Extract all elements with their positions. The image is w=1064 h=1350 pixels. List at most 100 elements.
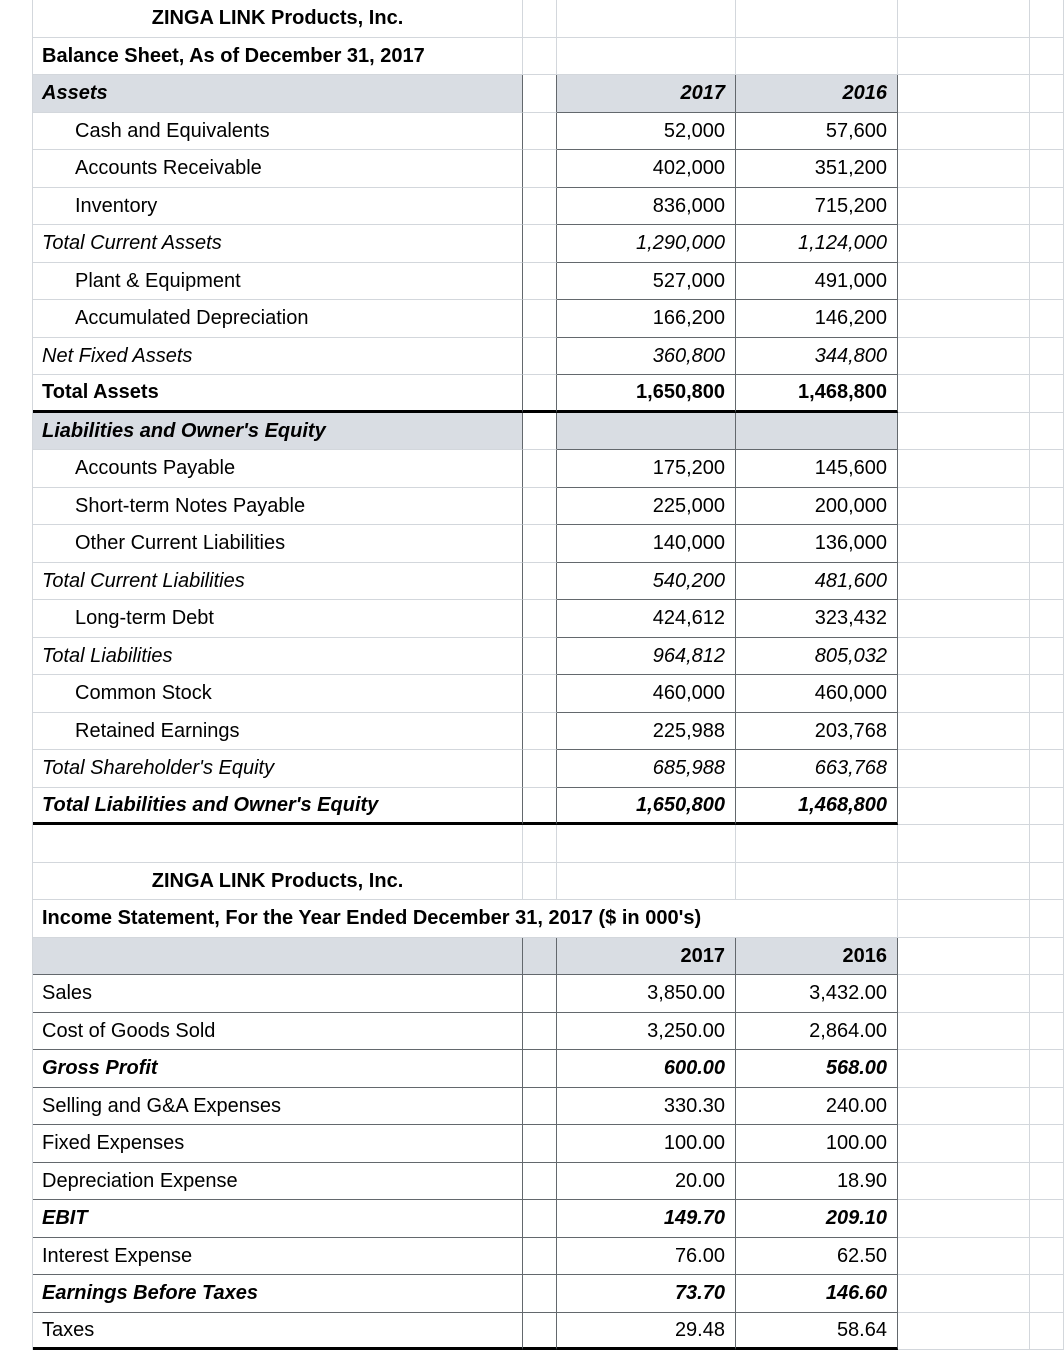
- cell-col-f[interactable]: [1030, 975, 1064, 1013]
- cell-col-f[interactable]: [1030, 900, 1064, 938]
- cell-col-e[interactable]: [898, 487, 1030, 525]
- cell-label[interactable]: Other Current Liabilities: [33, 525, 523, 563]
- cell-value-2017[interactable]: 2017: [557, 75, 736, 113]
- cell-value-2016[interactable]: 146.60: [736, 1275, 898, 1313]
- cell-spacer[interactable]: [523, 937, 557, 975]
- cell-value-2016[interactable]: [736, 412, 898, 450]
- cell-value-2016[interactable]: 460,000: [736, 675, 898, 713]
- cell-value-2017[interactable]: 2017: [557, 937, 736, 975]
- cell-value-2016[interactable]: [736, 37, 898, 75]
- cell-spacer[interactable]: [523, 1087, 557, 1125]
- cell-label[interactable]: EBIT: [33, 1200, 523, 1238]
- cell-col-e[interactable]: [898, 1162, 1030, 1200]
- cell-label[interactable]: [33, 937, 523, 975]
- cell-value-2017[interactable]: [557, 0, 736, 38]
- cell-row-gutter[interactable]: [0, 975, 33, 1013]
- cell-label[interactable]: Short-term Notes Payable: [33, 487, 523, 525]
- cell-col-e[interactable]: [898, 75, 1030, 113]
- cell-col-e[interactable]: [898, 750, 1030, 788]
- cell-value-2017[interactable]: 175,200: [557, 450, 736, 488]
- cell-col-f[interactable]: [1030, 1200, 1064, 1238]
- cell-value-2017[interactable]: 3,850.00: [557, 975, 736, 1013]
- cell-col-f[interactable]: [1030, 862, 1064, 900]
- cell-row-gutter[interactable]: [0, 187, 33, 225]
- cell-col-f[interactable]: [1030, 225, 1064, 263]
- cell-col-e[interactable]: [898, 1312, 1030, 1350]
- cell-value-2017[interactable]: [557, 862, 736, 900]
- cell-label[interactable]: Net Fixed Assets: [33, 337, 523, 375]
- cell-row-gutter[interactable]: [0, 1275, 33, 1313]
- cell-col-e[interactable]: [898, 150, 1030, 188]
- cell-spacer[interactable]: [523, 1162, 557, 1200]
- cell-col-f[interactable]: [1030, 825, 1064, 863]
- cell-value-2017[interactable]: 836,000: [557, 187, 736, 225]
- cell-row-gutter[interactable]: [0, 412, 33, 450]
- cell-row-gutter[interactable]: [0, 750, 33, 788]
- cell-row-gutter[interactable]: [0, 1125, 33, 1163]
- cell-label[interactable]: Earnings Before Taxes: [33, 1275, 523, 1313]
- cell-label[interactable]: Retained Earnings: [33, 712, 523, 750]
- cell-spacer[interactable]: [523, 300, 557, 338]
- cell-spacer[interactable]: [523, 787, 557, 825]
- cell-col-e[interactable]: [898, 337, 1030, 375]
- cell-col-f[interactable]: [1030, 562, 1064, 600]
- cell-value-2017[interactable]: 20.00: [557, 1162, 736, 1200]
- cell-label[interactable]: ZINGA LINK Products, Inc.: [33, 0, 523, 38]
- cell-col-e[interactable]: [898, 225, 1030, 263]
- cell-value-2016[interactable]: 200,000: [736, 487, 898, 525]
- cell-spacer[interactable]: [523, 337, 557, 375]
- cell-row-gutter[interactable]: [0, 225, 33, 263]
- cell-col-e[interactable]: [898, 562, 1030, 600]
- cell-row-gutter[interactable]: [0, 937, 33, 975]
- cell-value-2017[interactable]: 52,000: [557, 112, 736, 150]
- cell-row-gutter[interactable]: [0, 75, 33, 113]
- cell-spacer[interactable]: [523, 412, 557, 450]
- cell-col-f[interactable]: [1030, 1162, 1064, 1200]
- cell-col-f[interactable]: [1030, 450, 1064, 488]
- cell-col-e[interactable]: [898, 937, 1030, 975]
- cell-label[interactable]: Taxes: [33, 1312, 523, 1350]
- cell-col-f[interactable]: [1030, 1087, 1064, 1125]
- cell-value-2017[interactable]: 424,612: [557, 600, 736, 638]
- cell-spacer[interactable]: [523, 187, 557, 225]
- cell-label[interactable]: Inventory: [33, 187, 523, 225]
- cell-spacer[interactable]: [523, 750, 557, 788]
- cell-col-f[interactable]: [1030, 375, 1064, 413]
- cell-spacer[interactable]: [523, 1125, 557, 1163]
- cell-col-f[interactable]: [1030, 487, 1064, 525]
- cell-spacer[interactable]: [523, 712, 557, 750]
- cell-col-f[interactable]: [1030, 1050, 1064, 1088]
- cell-value-2017[interactable]: 76.00: [557, 1237, 736, 1275]
- cell-col-e[interactable]: [898, 900, 1030, 938]
- cell-spacer[interactable]: [523, 825, 557, 863]
- cell-label[interactable]: Income Statement, For the Year Ended Dec…: [33, 900, 701, 938]
- cell-row-gutter[interactable]: [0, 525, 33, 563]
- cell-label[interactable]: Assets: [33, 75, 523, 113]
- cell-row-gutter[interactable]: [0, 637, 33, 675]
- cell-spacer[interactable]: [523, 1012, 557, 1050]
- cell-spacer[interactable]: [523, 0, 557, 38]
- cell-value-2016[interactable]: 568.00: [736, 1050, 898, 1088]
- cell-spacer[interactable]: [523, 1200, 557, 1238]
- cell-spacer[interactable]: [523, 150, 557, 188]
- cell-spacer[interactable]: [523, 862, 557, 900]
- cell-col-f[interactable]: [1030, 675, 1064, 713]
- cell-row-gutter[interactable]: [0, 1237, 33, 1275]
- cell-label[interactable]: Accounts Payable: [33, 450, 523, 488]
- cell-value-2016[interactable]: 2016: [736, 937, 898, 975]
- cell-col-f[interactable]: [1030, 150, 1064, 188]
- cell-label[interactable]: Liabilities and Owner's Equity: [33, 412, 523, 450]
- cell-value-2016[interactable]: 240.00: [736, 1087, 898, 1125]
- cell-row-gutter[interactable]: [0, 787, 33, 825]
- cell-col-e[interactable]: [898, 1237, 1030, 1275]
- cell-spacer[interactable]: [523, 375, 557, 413]
- cell-col-e[interactable]: [898, 975, 1030, 1013]
- cell-row-gutter[interactable]: [0, 112, 33, 150]
- cell-col-f[interactable]: [1030, 412, 1064, 450]
- cell-col-e[interactable]: [898, 712, 1030, 750]
- cell-label[interactable]: Total Current Liabilities: [33, 562, 523, 600]
- cell-label[interactable]: Total Shareholder's Equity: [33, 750, 523, 788]
- cell-value-2016[interactable]: 62.50: [736, 1237, 898, 1275]
- cell-col-f[interactable]: [1030, 1275, 1064, 1313]
- cell-col-f[interactable]: [1030, 0, 1064, 38]
